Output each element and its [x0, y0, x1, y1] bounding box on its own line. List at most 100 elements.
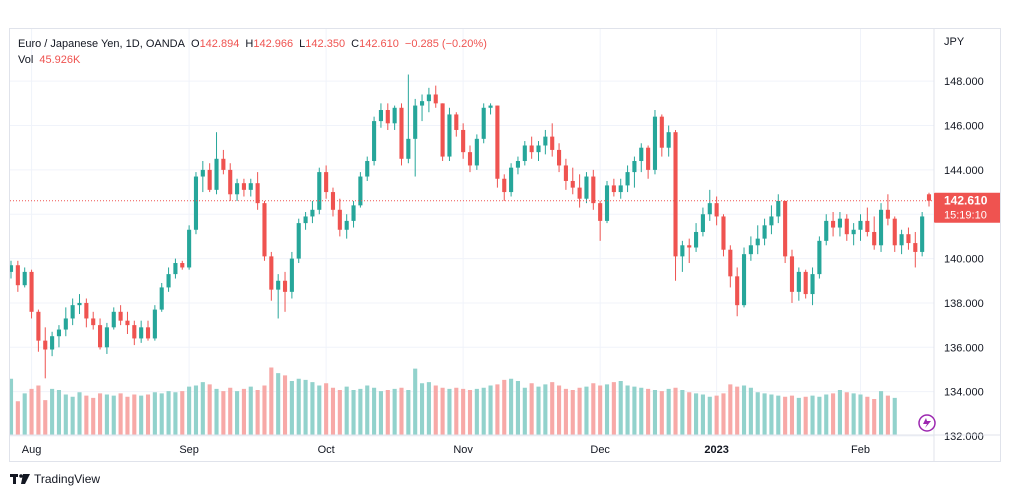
candle-body	[652, 116, 658, 170]
volume-bar	[221, 391, 226, 435]
candle-body	[111, 311, 116, 328]
candle-body	[385, 110, 390, 124]
volume-bar	[104, 394, 109, 435]
candle-body	[892, 218, 897, 246]
x-tick-label: Aug	[22, 444, 42, 456]
candle-body	[474, 138, 479, 166]
volume-bar	[550, 382, 555, 435]
candle-body	[721, 216, 726, 250]
candle-body	[769, 216, 774, 226]
candle-body	[851, 229, 856, 235]
candle-body	[920, 216, 925, 252]
volume-bar	[680, 390, 685, 435]
volume-bar	[851, 393, 856, 435]
candle-body	[680, 245, 685, 257]
volume-bar	[330, 387, 336, 435]
candle-body	[550, 136, 555, 150]
volume-bar	[43, 400, 48, 435]
candle-body	[618, 185, 623, 193]
candle-body	[166, 274, 171, 288]
volume-bar	[426, 382, 431, 435]
candle-body	[200, 169, 205, 177]
volume-bar	[241, 388, 246, 435]
candle-body	[125, 320, 130, 326]
candle-body	[296, 223, 301, 259]
candle-body	[56, 329, 62, 337]
candle-body	[461, 129, 466, 153]
volume-bar	[673, 387, 678, 435]
y-tick-label: 136.000	[944, 342, 984, 354]
x-tick-label: Nov	[453, 444, 473, 456]
volume-bar	[618, 381, 623, 435]
candle-body	[700, 214, 705, 232]
volume-bar	[694, 393, 699, 435]
volume-bar	[495, 384, 500, 435]
candle-body	[509, 167, 514, 193]
symbol-legend: Euro / Japanese Yen, 1D, OANDA O142.894 …	[18, 36, 490, 68]
candle-body	[454, 114, 459, 130]
candle-body	[413, 105, 418, 139]
candle-body	[741, 254, 747, 306]
volume-bar	[522, 387, 527, 435]
candle-body	[433, 94, 438, 104]
volume-bar	[399, 387, 404, 435]
candle-body	[132, 325, 137, 339]
candle-body	[906, 234, 911, 244]
lightning-icon	[923, 418, 931, 428]
volume-bar	[741, 385, 747, 435]
candle-body	[598, 203, 603, 221]
candle-body	[735, 276, 740, 306]
volume-bar	[611, 382, 616, 435]
candle-body	[344, 220, 349, 230]
volume-bar	[598, 385, 603, 435]
volume-bar	[385, 390, 390, 435]
candle-body	[152, 309, 157, 339]
price-tag-value: 142.610	[944, 194, 988, 208]
candle-body	[440, 103, 445, 157]
candle-body	[145, 327, 151, 339]
candle-body	[885, 209, 890, 219]
candle-body	[837, 218, 842, 228]
volume-bar	[228, 387, 233, 435]
volume-bar	[193, 385, 199, 435]
volume-bar	[98, 393, 103, 435]
candle-body	[303, 216, 308, 224]
volume-bar	[584, 386, 589, 435]
volume-bar	[15, 401, 20, 435]
volume-bar	[152, 392, 157, 435]
volume-bar	[872, 399, 877, 435]
candle-body	[399, 107, 404, 159]
candle-body	[673, 132, 678, 257]
x-tick-label: Oct	[318, 444, 335, 456]
volume-bar	[543, 384, 548, 435]
candle-body	[796, 271, 801, 292]
volume-bar	[145, 394, 151, 435]
volume-bar	[269, 367, 274, 435]
candle-body	[502, 178, 507, 193]
volume-value: 45.926K	[39, 54, 81, 66]
candle-body	[707, 203, 712, 215]
open-label: O	[191, 38, 200, 50]
volume-bar	[536, 386, 541, 435]
candle-body	[248, 183, 253, 190]
chart-frame[interactable]: 148.000146.000144.000142.000140.000138.0…	[9, 28, 1001, 462]
volume-bar	[714, 395, 719, 435]
volume-bar	[159, 393, 164, 435]
volume-bar	[467, 390, 473, 435]
volume-bar	[29, 388, 34, 435]
volume-bar	[70, 396, 75, 435]
volume-bar	[885, 395, 890, 435]
candle-body	[365, 161, 370, 177]
volume-label: Vol	[18, 54, 34, 66]
candle-body	[289, 258, 294, 292]
candle-body	[831, 220, 836, 228]
candle-body	[632, 161, 637, 173]
candle-body	[77, 302, 82, 306]
tradingview-logo[interactable]: TradingView	[10, 472, 100, 486]
candlestick-chart[interactable]: 148.000146.000144.000142.000140.000138.0…	[10, 29, 1001, 462]
x-tick-label: Feb	[851, 444, 870, 456]
volume-bar	[646, 388, 651, 435]
volume-bar	[84, 395, 89, 435]
volume-bar	[837, 390, 842, 435]
candle-body	[214, 158, 219, 190]
